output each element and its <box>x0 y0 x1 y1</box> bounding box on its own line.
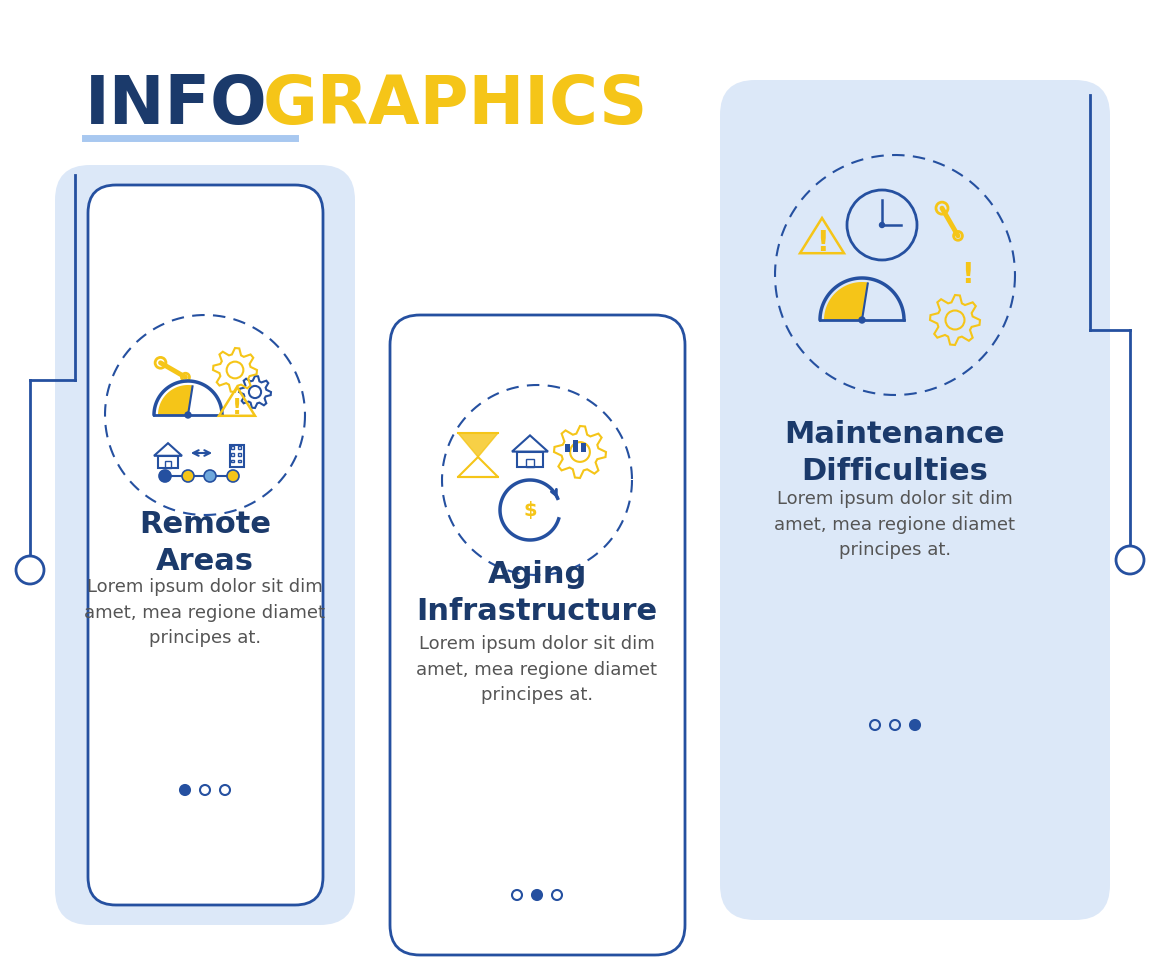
Text: $: $ <box>523 501 537 519</box>
Circle shape <box>227 470 239 482</box>
FancyBboxPatch shape <box>55 165 355 925</box>
Text: Lorem ipsum dolor sit dim
amet, mea regione diamet
principes at.: Lorem ipsum dolor sit dim amet, mea regi… <box>417 635 657 705</box>
FancyBboxPatch shape <box>89 185 323 905</box>
FancyBboxPatch shape <box>720 80 1110 920</box>
Bar <box>527 459 534 466</box>
Bar <box>238 453 241 456</box>
Bar <box>232 453 234 456</box>
Bar <box>232 460 234 463</box>
Circle shape <box>158 470 171 482</box>
Circle shape <box>204 470 216 482</box>
Text: Lorem ipsum dolor sit dim
amet, mea regione diamet
principes at.: Lorem ipsum dolor sit dim amet, mea regi… <box>775 490 1016 560</box>
Circle shape <box>910 720 920 730</box>
Circle shape <box>182 470 195 482</box>
FancyBboxPatch shape <box>390 315 685 955</box>
Bar <box>573 440 578 452</box>
Bar <box>232 446 234 449</box>
Circle shape <box>16 556 44 584</box>
Text: !: ! <box>816 229 828 258</box>
Text: Aging
Infrastructure: Aging Infrastructure <box>416 560 657 626</box>
Bar <box>238 446 241 449</box>
Circle shape <box>532 890 542 900</box>
Bar <box>238 460 241 463</box>
Text: INFO: INFO <box>85 72 268 138</box>
Bar <box>165 462 171 467</box>
Text: !: ! <box>232 398 242 417</box>
Text: GRAPHICS: GRAPHICS <box>263 72 648 138</box>
Bar <box>565 444 570 452</box>
Circle shape <box>880 222 884 227</box>
Circle shape <box>859 317 864 323</box>
Text: !: ! <box>961 261 973 289</box>
Polygon shape <box>824 282 868 320</box>
Circle shape <box>1116 546 1144 574</box>
Polygon shape <box>158 385 192 415</box>
Text: Maintenance
Difficulties: Maintenance Difficulties <box>785 420 1005 486</box>
Circle shape <box>185 412 191 418</box>
Bar <box>158 456 178 467</box>
Bar <box>581 443 586 452</box>
Bar <box>517 452 543 466</box>
Bar <box>230 445 245 467</box>
Text: Remote
Areas: Remote Areas <box>139 510 271 576</box>
Circle shape <box>181 785 190 795</box>
Text: Lorem ipsum dolor sit dim
amet, mea regione diamet
principes at.: Lorem ipsum dolor sit dim amet, mea regi… <box>85 578 325 648</box>
Polygon shape <box>458 433 497 457</box>
